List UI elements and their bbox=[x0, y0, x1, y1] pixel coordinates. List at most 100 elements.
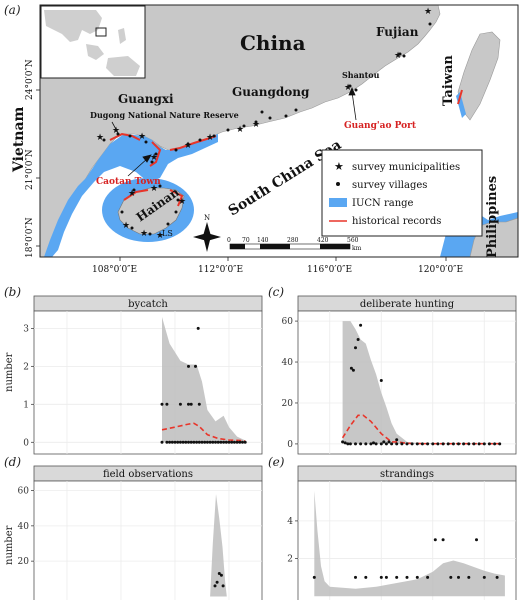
data-point bbox=[400, 442, 404, 446]
data-point bbox=[446, 442, 450, 446]
data-point bbox=[374, 442, 378, 446]
data-point bbox=[359, 323, 363, 327]
data-point bbox=[477, 442, 481, 446]
plot-area bbox=[33, 480, 263, 604]
data-point bbox=[472, 442, 476, 446]
data-point bbox=[395, 438, 399, 442]
data-point bbox=[216, 440, 220, 444]
data-point bbox=[221, 584, 225, 588]
panel-label-d: (d) bbox=[4, 455, 21, 469]
panel-label-b: (b) bbox=[4, 285, 21, 299]
svg-text:112°0′0″E: 112°0′0″E bbox=[198, 265, 243, 275]
y-tick-label: 2 bbox=[23, 362, 29, 372]
data-point bbox=[211, 440, 215, 444]
data-point bbox=[214, 440, 217, 444]
panel-label-c: (c) bbox=[268, 285, 284, 299]
data-point bbox=[415, 575, 419, 579]
y-tick-label: 40 bbox=[18, 522, 30, 532]
svg-text:★: ★ bbox=[334, 160, 344, 173]
data-point bbox=[426, 575, 430, 579]
svg-text:108°0′0″E: 108°0′0″E bbox=[92, 265, 137, 275]
survey-municipalities: ★ ★ ★ ★ ★ ★ ★ ★ ★ ★ ★ ★ ★ ★ ★ ★ ★ bbox=[96, 7, 432, 241]
map: ★ ★ ★ ★ ★ ★ ★ ★ ★ ★ ★ ★ ★ ★ ★ ★ ★ China Fujian Guan… bbox=[11, 4, 519, 275]
svg-text:21°0′0″N: 21°0′0″N bbox=[25, 149, 35, 190]
data-point bbox=[384, 442, 388, 446]
svg-text:★: ★ bbox=[150, 184, 158, 194]
label-guangao-port: Guang'ao Port bbox=[344, 121, 417, 131]
label-china: China bbox=[240, 31, 306, 55]
data-point bbox=[243, 440, 247, 444]
svg-text:24°0′0″N: 24°0′0″N bbox=[25, 59, 35, 100]
data-point bbox=[482, 575, 486, 579]
iucn-range-coastal bbox=[44, 134, 218, 257]
label-caotan-town: Caotan Town bbox=[96, 177, 161, 187]
data-point bbox=[354, 575, 357, 579]
label-shantou: Shantou bbox=[342, 70, 380, 80]
data-point bbox=[348, 442, 352, 446]
taiwan-island bbox=[457, 31, 501, 121]
data-point bbox=[168, 440, 172, 444]
map-lon-ticks: 108°0′0″E 112°0′0″E 116°0′0″E 120°0′0″E bbox=[92, 265, 463, 275]
data-point bbox=[431, 442, 435, 446]
chart-e: strandings 2 4 bbox=[287, 465, 517, 604]
data-point bbox=[482, 442, 486, 446]
data-point bbox=[203, 440, 207, 444]
inset-locator-map bbox=[40, 5, 146, 79]
data-point bbox=[379, 379, 383, 382]
data-point bbox=[176, 440, 180, 444]
label-vietnam: Vietnam bbox=[11, 106, 27, 173]
label-ls: LS bbox=[162, 229, 173, 238]
facet-title: bycatch bbox=[128, 299, 168, 310]
data-point bbox=[208, 440, 212, 444]
y-axis-label-bottom: number bbox=[4, 525, 15, 565]
data-point bbox=[173, 440, 177, 444]
svg-text:★: ★ bbox=[140, 229, 148, 239]
confidence-band bbox=[314, 490, 505, 597]
data-point bbox=[433, 538, 437, 542]
y-tick-label: 0 bbox=[23, 438, 29, 448]
data-point bbox=[219, 440, 223, 444]
data-point bbox=[346, 442, 350, 446]
svg-text:★: ★ bbox=[112, 126, 120, 136]
svg-text:★: ★ bbox=[178, 197, 186, 207]
data-point bbox=[457, 575, 460, 579]
svg-text:120°0′0″E: 120°0′0″E bbox=[418, 265, 463, 275]
data-point bbox=[382, 440, 386, 444]
trend-line bbox=[161, 422, 246, 442]
data-point bbox=[312, 575, 316, 579]
svg-text:★: ★ bbox=[394, 51, 402, 61]
label-guangxi: Guangxi bbox=[118, 92, 174, 106]
inset-extent-box bbox=[95, 27, 107, 37]
data-point bbox=[238, 440, 242, 444]
legend-municipalities: survey municipalities bbox=[352, 162, 460, 173]
data-point bbox=[165, 440, 169, 444]
data-point bbox=[475, 538, 478, 542]
data-point bbox=[498, 442, 502, 446]
data-point bbox=[487, 442, 491, 446]
map-lat-ticks: 24°0′0″N 21°0′0″N 18°0′0″N bbox=[25, 59, 35, 258]
scale-bar: 0 70 140 280 420 560 km bbox=[227, 237, 362, 252]
svg-text:★: ★ bbox=[344, 83, 352, 93]
svg-text:★: ★ bbox=[150, 153, 158, 163]
facet-title: ﬁeld observations bbox=[103, 469, 193, 480]
data-point bbox=[160, 440, 164, 444]
data-point bbox=[196, 326, 200, 330]
svg-text:★: ★ bbox=[122, 221, 130, 231]
data-point bbox=[451, 442, 455, 446]
data-point bbox=[354, 346, 357, 350]
data-point bbox=[178, 440, 182, 444]
survey-villages bbox=[102, 22, 432, 236]
data-point bbox=[415, 442, 419, 446]
data-point bbox=[349, 366, 353, 370]
data-point bbox=[222, 440, 226, 444]
svg-text:18°0′0″N: 18°0′0″N bbox=[25, 217, 35, 258]
scale-tick-label: 560 bbox=[347, 237, 359, 244]
data-point bbox=[426, 442, 430, 446]
data-point bbox=[189, 440, 193, 444]
data-point bbox=[217, 572, 221, 575]
scale-tick-label: 420 bbox=[317, 237, 329, 244]
confidence-band bbox=[210, 494, 227, 597]
data-point bbox=[354, 442, 357, 446]
data-point bbox=[213, 584, 217, 588]
y-tick-label: 1 bbox=[23, 400, 29, 410]
